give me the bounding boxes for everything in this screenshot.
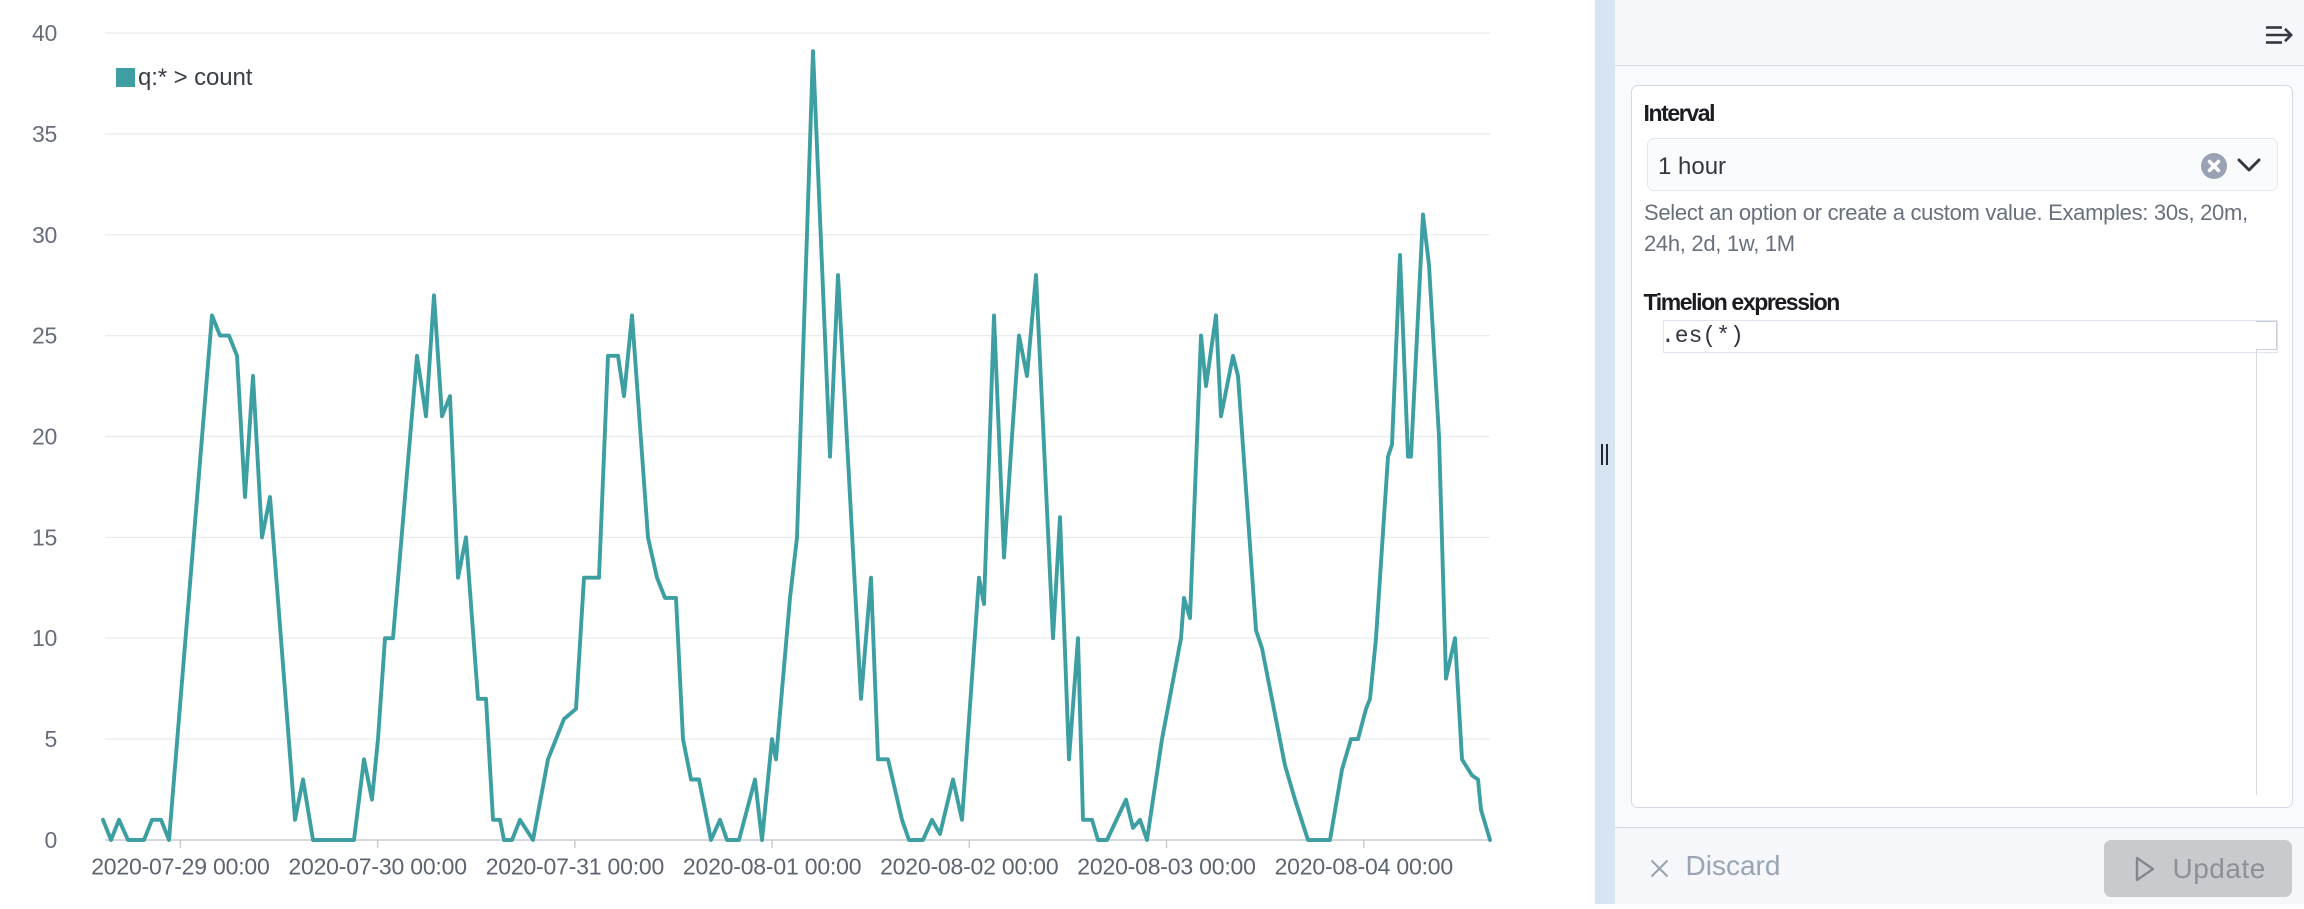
svg-text:0: 0 [45,827,58,853]
svg-text:15: 15 [32,524,57,550]
svg-text:30: 30 [32,222,57,248]
svg-text:q:* > count: q:* > count [138,64,253,91]
svg-text:2020-07-30 00:00: 2020-07-30 00:00 [288,854,466,880]
svg-text:20: 20 [32,424,57,450]
svg-text:2020-08-03 00:00: 2020-08-03 00:00 [1077,854,1255,880]
svg-text:2020-08-02 00:00: 2020-08-02 00:00 [880,854,1058,880]
svg-text:2020-07-31 00:00: 2020-07-31 00:00 [486,854,664,880]
svg-text:25: 25 [32,323,57,349]
svg-text:10: 10 [32,625,57,651]
svg-text:5: 5 [45,726,58,752]
svg-text:2020-08-04 00:00: 2020-08-04 00:00 [1275,854,1453,880]
svg-text:35: 35 [32,121,57,147]
svg-text:2020-07-29 00:00: 2020-07-29 00:00 [91,854,269,880]
svg-text:40: 40 [32,20,57,46]
svg-text:2020-08-01 00:00: 2020-08-01 00:00 [683,854,861,880]
